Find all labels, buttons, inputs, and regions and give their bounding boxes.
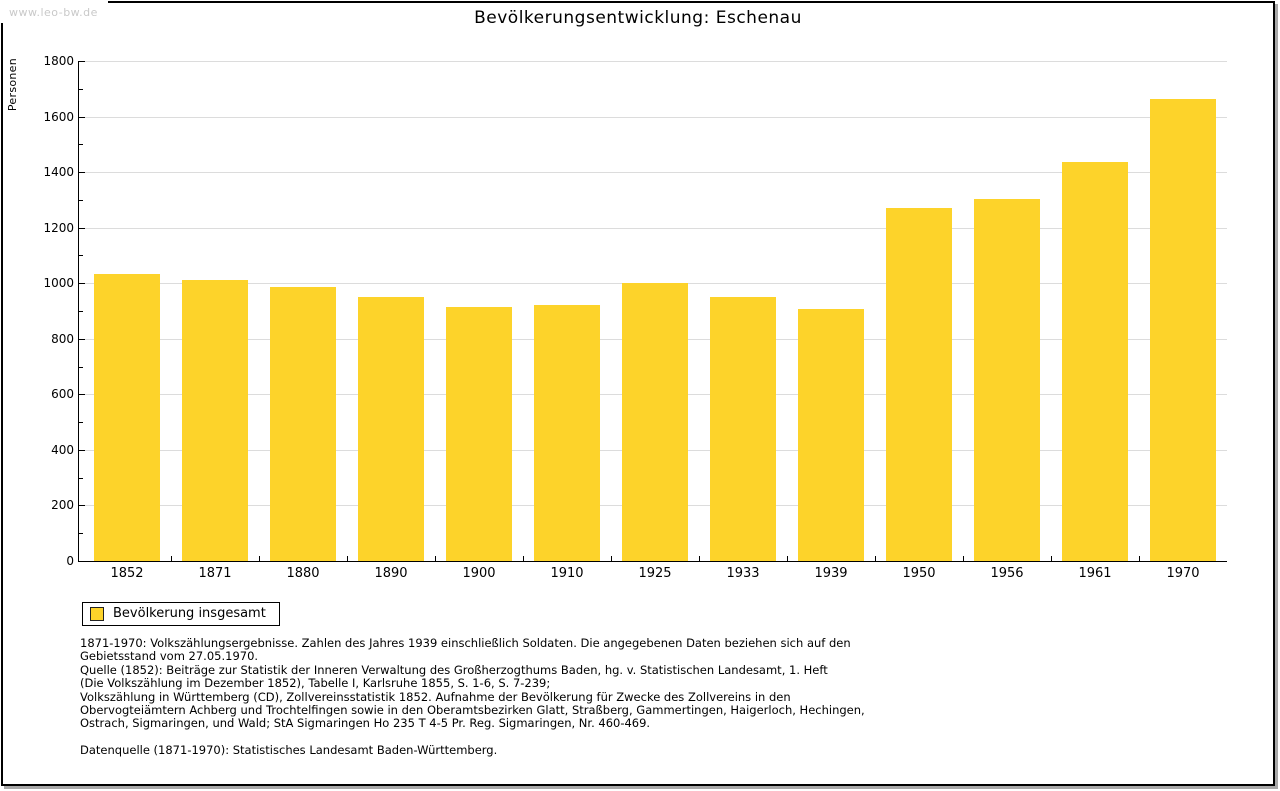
y-tick	[79, 394, 85, 396]
bar-1939	[798, 309, 864, 561]
x-tick	[171, 556, 172, 561]
gridline	[79, 227, 1227, 229]
y-tick	[79, 172, 85, 174]
y-tick-label: 600	[51, 387, 74, 402]
y-tick-label: 1600	[43, 109, 74, 124]
source-note-line: Quelle (1852): Beiträge zur Statistik de…	[80, 662, 828, 677]
y-axis-labels: 0 200 400 600 800 1000 1200 1400 1600 1800	[3, 54, 74, 568]
x-tick	[875, 556, 876, 561]
y-tick	[79, 88, 83, 90]
y-tick	[79, 311, 83, 312]
x-tick-label: 1939	[814, 566, 848, 581]
source-note-line: 1871-1970: Volkszählungsergebnisse. Zahl…	[80, 636, 851, 650]
bar-1925	[622, 283, 688, 561]
x-tick-label: 1880	[286, 566, 320, 581]
y-tick	[79, 116, 85, 118]
notes-block: 1871-1970: Volkszählungsergebnisse. Zahl…	[80, 636, 1200, 731]
x-tick-label: 1910	[550, 566, 584, 581]
x-axis-labels: 1852 1871 1880 1890 1900 1910 1925 1933 1939 1950…	[79, 566, 1227, 584]
x-tick	[963, 556, 964, 561]
source-note-line: Volkszählung in Württemberg (CD), Zollve…	[80, 689, 791, 704]
source-notes: 1871-1970: Volkszählungsergebnisse. Zahl…	[80, 636, 1200, 757]
bar-1871	[182, 279, 248, 561]
bar-1961	[1062, 162, 1128, 561]
bar-1956	[974, 198, 1040, 561]
x-tick	[699, 556, 700, 561]
y-tick-label: 1800	[43, 54, 74, 68]
gridline	[79, 116, 1227, 118]
gridline	[79, 172, 1227, 174]
x-tick	[611, 556, 612, 561]
y-tick	[79, 227, 85, 229]
bar-1890	[358, 297, 424, 561]
bar-1910	[534, 304, 600, 561]
y-tick	[79, 449, 85, 451]
source-note-line: (Die Volkszählung im Dezember 1852), Tab…	[80, 676, 551, 691]
y-tick-label: 200	[51, 498, 74, 513]
legend-swatch-icon	[90, 606, 104, 621]
x-tick	[347, 556, 348, 561]
x-tick	[259, 556, 260, 561]
x-tick-label: 1970	[1166, 566, 1200, 581]
legend-label: Bevölkerung insgesamt	[113, 606, 266, 621]
bar-1880	[270, 286, 336, 561]
x-tick	[1051, 556, 1052, 561]
bar-1950	[886, 207, 952, 561]
x-tick-label: 1890	[374, 566, 408, 581]
y-tick	[79, 422, 83, 424]
source-note-line: Gebietsstand vom 27.05.1970.	[80, 649, 259, 664]
source-note-line: Obervogteiämtern Achberg und Trochtelfin…	[80, 703, 865, 718]
y-tick	[79, 477, 83, 479]
x-tick-label: 1933	[726, 566, 760, 581]
plot-area	[78, 61, 1227, 562]
x-tick	[1139, 556, 1140, 561]
watermark-url: www.leo-bw.de	[1, 1, 108, 23]
y-tick-label: 0	[66, 554, 74, 568]
bar-1933	[710, 297, 776, 561]
x-tick-label: 1900	[462, 566, 496, 581]
y-tick	[79, 144, 83, 146]
x-tick-label: 1961	[1078, 566, 1112, 581]
gridline	[79, 61, 1227, 62]
x-tick-label: 1950	[902, 566, 936, 581]
bar-1852	[94, 273, 160, 561]
x-tick-label: 1852	[110, 566, 144, 581]
y-tick	[79, 505, 85, 507]
y-tick-label: 800	[51, 331, 74, 346]
datasource-line: Datenquelle (1871-1970): Statistisches L…	[80, 742, 498, 757]
x-tick-label: 1925	[638, 566, 672, 581]
y-tick	[79, 366, 83, 368]
y-tick	[79, 61, 85, 62]
y-tick-label: 1200	[43, 220, 74, 235]
y-tick	[79, 255, 83, 257]
bar-1970	[1150, 98, 1216, 561]
y-tick	[79, 283, 85, 285]
x-tick-label: 1956	[990, 566, 1024, 581]
legend: Bevölkerung insgesamt	[82, 602, 280, 626]
y-tick	[79, 338, 85, 340]
y-tick-label: 1400	[43, 165, 74, 180]
x-tick	[435, 556, 436, 561]
source-note-line: Ostrach, Sigmaringen, und Wald; StA Sigm…	[80, 716, 651, 731]
x-tick	[787, 556, 788, 561]
y-tick-label: 1000	[43, 276, 74, 291]
y-tick-label: 400	[51, 442, 74, 457]
y-tick	[79, 533, 83, 535]
bar-1900	[446, 306, 512, 561]
y-tick	[79, 199, 83, 201]
page-title: Bevölkerungsentwicklung: Eschenau	[474, 8, 802, 28]
x-tick	[523, 556, 524, 561]
x-tick-label: 1871	[198, 566, 232, 581]
